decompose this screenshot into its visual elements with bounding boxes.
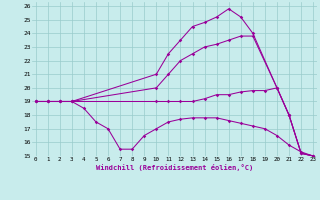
X-axis label: Windchill (Refroidissement éolien,°C): Windchill (Refroidissement éolien,°C)	[96, 164, 253, 171]
